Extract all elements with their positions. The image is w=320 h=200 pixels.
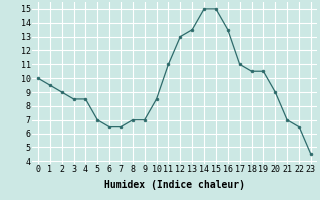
X-axis label: Humidex (Indice chaleur): Humidex (Indice chaleur) — [104, 180, 245, 190]
